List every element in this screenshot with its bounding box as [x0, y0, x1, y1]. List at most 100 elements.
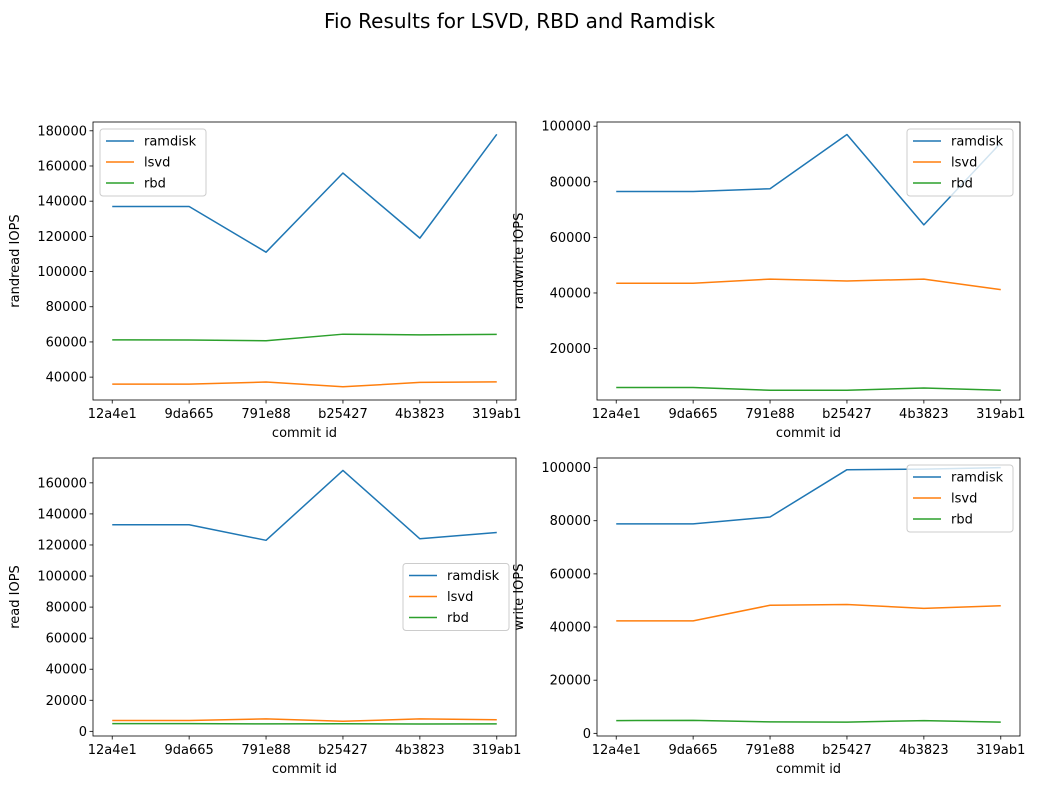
legend: ramdisk lsvd rbd — [99, 128, 207, 197]
x-tick-label: 9da665 — [164, 407, 213, 422]
subplot-4: 12a4e1 9da665 791e88 b25427 4b3823 319ab1 0 200… — [512, 457, 1025, 777]
y-tick-label: 40000 — [46, 663, 87, 678]
y-tick-label: 80000 — [46, 300, 87, 315]
series-line-ramdisk — [112, 469, 497, 542]
x-axis-label: commit id — [776, 762, 841, 777]
y-tick-label: 120000 — [37, 230, 87, 245]
legend-box — [906, 128, 1014, 197]
x-tick-label: 12a4e1 — [592, 407, 641, 422]
y-tick-label: 180000 — [37, 124, 87, 139]
y-tick-label: 140000 — [37, 507, 87, 522]
y-tick-label: 40000 — [550, 621, 591, 636]
y-axis-label: randread IOPS — [8, 214, 23, 307]
x-tick-label: b25427 — [822, 407, 872, 422]
plot-frame — [596, 457, 1021, 737]
legend: ramdisk lsvd rbd — [906, 128, 1014, 197]
x-tick-label: 9da665 — [668, 743, 717, 758]
legend-entry-rbd: rbd — [951, 513, 973, 528]
x-tick-label: 4b3823 — [395, 407, 445, 422]
series-line-ramdisk — [616, 133, 1002, 226]
subplot-2: 12a4e1 9da665 791e88 b25427 4b3823 319ab1 2000… — [512, 120, 1025, 441]
legend-entry-ramdisk: ramdisk — [447, 569, 500, 584]
plot-frame — [596, 121, 1021, 401]
y-tick-label: 160000 — [37, 159, 87, 174]
y-tick-label: 160000 — [37, 476, 87, 491]
y-tick-label: 80000 — [46, 601, 87, 616]
legend: ramdisk lsvd rbd — [906, 464, 1014, 533]
x-tick-label: 791e88 — [241, 407, 290, 422]
plot-frame — [92, 121, 517, 401]
y-tick-label: 100000 — [37, 570, 87, 585]
y-tick-label: 60000 — [550, 567, 591, 582]
x-tick-label: 791e88 — [241, 743, 290, 758]
x-tick-label: b25427 — [822, 743, 872, 758]
series-line-ramdisk — [112, 133, 498, 253]
legend-entry-lsvd: lsvd — [144, 156, 170, 171]
legend-box — [99, 128, 207, 197]
legend-entry-lsvd: lsvd — [951, 156, 977, 171]
subplots: 12a4e1 9da665 791e88 b25427 4b3823 319ab1 4000… — [8, 120, 1025, 777]
x-axis-label: commit id — [272, 762, 337, 777]
y-tick-label: 60000 — [46, 632, 87, 647]
y-tick-label: 60000 — [46, 335, 87, 350]
y-tick-label: 80000 — [550, 514, 591, 529]
y-axis-label: write IOPS — [512, 564, 527, 631]
y-tick-label: 140000 — [37, 195, 87, 210]
y-tick-label: 100000 — [541, 120, 591, 135]
x-tick-label: 791e88 — [745, 407, 794, 422]
y-tick-label: 20000 — [550, 674, 591, 689]
y-axis-label: read IOPS — [8, 565, 23, 629]
plot-frame — [92, 457, 517, 737]
x-axis-label: commit id — [272, 426, 337, 441]
x-tick-label: 319ab1 — [976, 407, 1025, 422]
series-line-lsvd — [112, 381, 497, 388]
y-tick-label: 120000 — [37, 538, 87, 553]
x-tick-label: 12a4e1 — [592, 743, 641, 758]
y-tick-label: 80000 — [550, 175, 591, 190]
x-tick-label: 319ab1 — [976, 743, 1025, 758]
legend-entry-lsvd: lsvd — [447, 590, 473, 605]
legend-box — [906, 464, 1014, 533]
series-line-rbd — [616, 719, 1001, 723]
x-tick-label: 791e88 — [745, 743, 794, 758]
y-tick-label: 100000 — [541, 461, 591, 476]
y-axis-label: randwrite IOPS — [512, 213, 527, 310]
legend-entry-ramdisk: ramdisk — [951, 135, 1004, 150]
figure-title: Fio Results for LSVD, RBD and Ramdisk — [324, 9, 715, 33]
legend-entry-ramdisk: ramdisk — [951, 471, 1004, 486]
series-line-lsvd — [112, 718, 497, 722]
x-tick-label: b25427 — [318, 407, 368, 422]
y-tick-label: 100000 — [37, 265, 87, 280]
y-tick-label: 0 — [79, 725, 87, 740]
y-tick-label: 60000 — [550, 231, 591, 246]
x-tick-label: 12a4e1 — [88, 407, 137, 422]
legend-entry-rbd: rbd — [447, 611, 469, 626]
x-tick-label: 4b3823 — [395, 743, 445, 758]
x-axis-label: commit id — [776, 426, 841, 441]
legend: ramdisk lsvd rbd — [402, 563, 510, 631]
series-line-rbd — [112, 333, 497, 342]
legend-entry-ramdisk: ramdisk — [144, 135, 197, 150]
subplot-1: 12a4e1 9da665 791e88 b25427 4b3823 319ab1 4000… — [8, 121, 521, 441]
legend-entry-rbd: rbd — [144, 177, 166, 192]
y-tick-label: 0 — [583, 727, 591, 742]
series-line-rbd — [616, 386, 1001, 392]
x-tick-label: 319ab1 — [472, 407, 521, 422]
legend-entry-lsvd: lsvd — [951, 492, 977, 507]
legend-box — [402, 563, 510, 631]
y-tick-label: 20000 — [46, 694, 87, 709]
x-tick-label: 9da665 — [164, 743, 213, 758]
y-tick-label: 40000 — [550, 286, 591, 301]
series-line-lsvd — [616, 278, 1001, 291]
x-tick-label: 4b3823 — [899, 407, 949, 422]
x-tick-label: 4b3823 — [899, 743, 949, 758]
y-tick-label: 20000 — [550, 342, 591, 357]
legend-entry-rbd: rbd — [951, 177, 973, 192]
y-tick-label: 40000 — [46, 371, 87, 386]
x-tick-label: 12a4e1 — [88, 743, 137, 758]
x-tick-label: b25427 — [318, 743, 368, 758]
x-tick-label: 319ab1 — [472, 743, 521, 758]
series-line-lsvd — [616, 603, 1001, 622]
